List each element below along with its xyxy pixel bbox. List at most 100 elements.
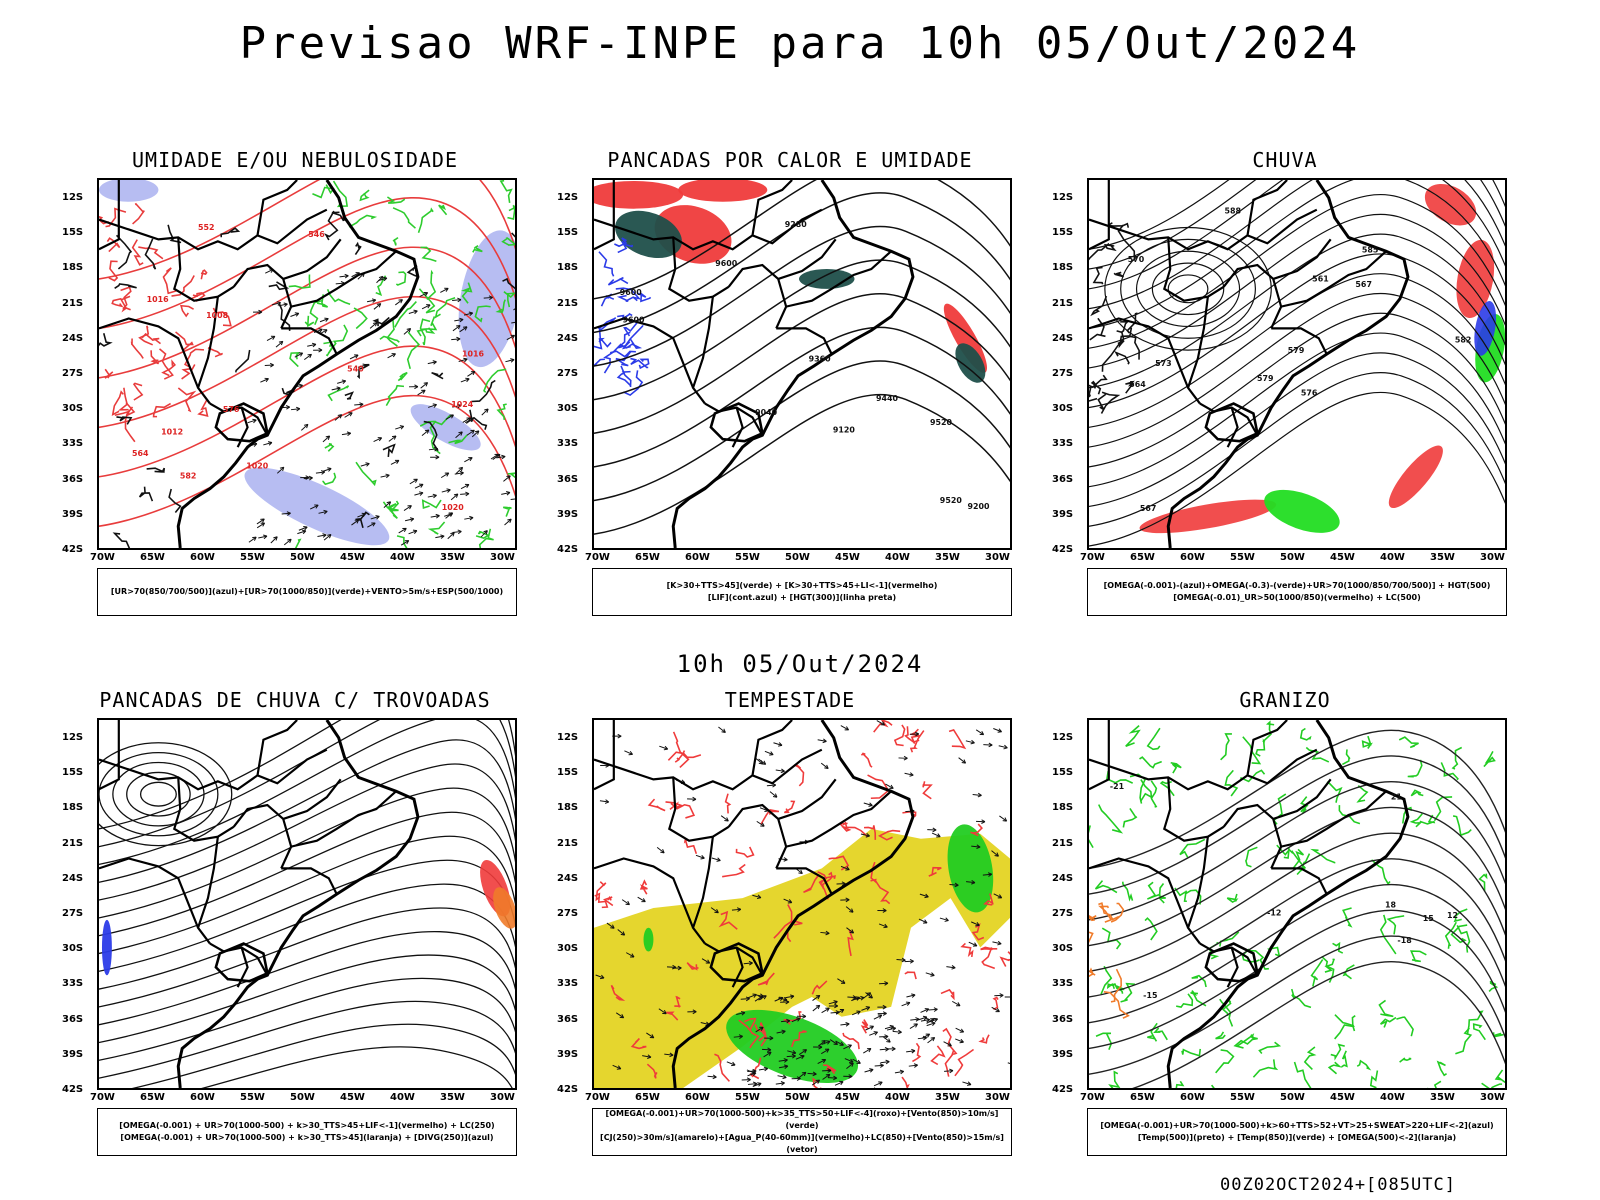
contour-fragment [131,239,144,266]
map-panel-2: PANCADAS POR CALOR E UMIDADE 12S 15S 18S 21S… [545,148,1035,628]
streamline [99,1000,515,1079]
isoline [1089,832,1505,972]
wind-vector [400,540,410,546]
country-border [1280,250,1387,308]
contour-fragment [594,358,605,367]
isoline [1089,806,1505,947]
wind-vector [334,414,343,421]
wind-vector [283,538,292,546]
wind-vector [752,894,762,900]
wind-vector [747,1071,757,1077]
wind-vector [301,423,309,431]
contour-fragment [714,1053,730,1082]
wind-vector [441,488,451,493]
latitude-label: 24S [1052,332,1074,344]
country-border [785,790,892,848]
wind-vector [419,291,429,297]
longitude-label: 70W [1080,1092,1105,1103]
isoline [1089,729,1505,870]
streamline [99,720,515,848]
wind-vector [271,301,282,306]
contour-label: 9520 [940,496,963,505]
contour-fragment [501,237,515,247]
country-border [99,180,120,251]
latitude-label: 27S [557,908,579,919]
wind-vector [834,1080,844,1086]
wind-vector [821,1040,831,1045]
isoline [99,246,515,379]
contour-fragment [930,1045,946,1066]
wind-vector [428,446,439,452]
jet-stream-area [594,828,1010,1088]
map-area: 1008 1012 1016 1020 1024 1016 1020 576 582 552 546… [97,178,517,550]
contour-fragment [1332,941,1344,954]
wind-vector [266,335,276,341]
wind-vector [970,921,980,927]
wind-vector [460,491,470,497]
contour-fragment [427,521,446,535]
contour-fragment [431,371,444,380]
contour-fragment [423,420,439,452]
contour-label: 552 [198,223,215,232]
wind-vector [909,731,920,737]
wind-vector [263,441,273,446]
contour-fragment [1122,808,1138,828]
wind-vector [726,1061,736,1067]
country-border [256,720,298,776]
contour-fragment [1356,1059,1372,1071]
shaded-area [493,887,515,929]
contour-fragment [294,538,302,548]
wind-vector [863,802,873,807]
wind-vector [428,403,437,408]
contour-fragment [1426,1080,1442,1088]
wind-vector [976,819,986,824]
wind-vector [452,325,461,332]
longitude-label: 35W [440,552,465,563]
contour-fragment [970,823,983,837]
contour-fragment [983,893,994,906]
country-border [1204,402,1259,443]
country-border [1186,296,1209,405]
contour-fragment [354,241,362,256]
wind-vector [658,1008,667,1015]
wind-vector [455,466,464,474]
wind-vector [646,1032,655,1039]
wind-vector [454,317,464,323]
contour-fragment [150,350,160,365]
contour-fragment [417,207,434,233]
latitude-label: 15S [557,767,579,779]
map-area [592,718,1012,1090]
contour-label: 9040 [755,408,778,417]
latitude-label: 21S [62,297,84,309]
contour-fragment [386,196,406,204]
contour-fragment [942,1027,958,1056]
wind-vector [256,518,265,525]
isoline [594,360,1010,502]
wind-vector [755,757,764,765]
contour-fragment [288,274,311,289]
longitude-label: 65W [1130,552,1155,563]
contour-fragment [674,995,681,1008]
longitude-label: 40W [390,552,415,563]
contour-fragment [820,875,836,884]
wind-vector [711,857,721,862]
longitude-label: 70W [90,552,115,563]
contour-fragment [111,390,124,417]
country-border [594,720,615,791]
contour-fragment [773,904,793,939]
contour-fragment [1226,893,1239,903]
wind-vector [798,1071,807,1079]
country-border [214,942,269,983]
contour-fragment [438,204,448,216]
wind-vector [982,872,993,877]
longitude-label: 55W [735,1092,760,1103]
contour-fragment [901,1076,910,1088]
contour-fragment [420,246,437,262]
wind-vector [307,342,317,348]
contour-fragment [278,303,291,331]
contour-fragment [375,275,387,297]
contour-fragment [1175,1080,1185,1088]
isoline [1089,352,1505,508]
contour-label: 585 [1362,246,1379,255]
wind-vector [845,906,854,913]
